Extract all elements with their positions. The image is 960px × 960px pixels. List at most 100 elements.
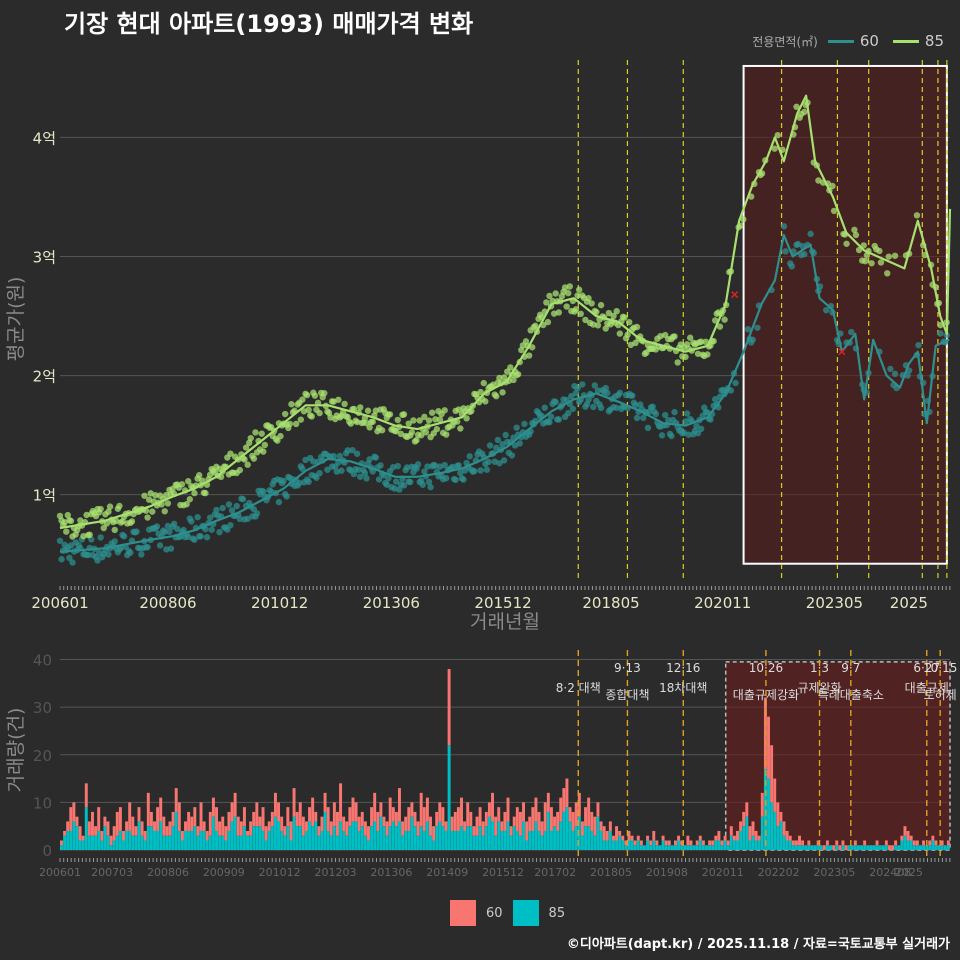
bar-60 [633, 840, 637, 846]
bar-85 [633, 845, 637, 850]
bar-85 [277, 821, 281, 850]
bar-60 [590, 811, 594, 831]
bar-85 [618, 835, 622, 850]
scatter-point-85 [433, 425, 441, 433]
bar-60 [252, 811, 256, 827]
scatter-point-85 [585, 295, 592, 302]
bar-85 [363, 835, 367, 850]
bar-60 [258, 816, 262, 827]
scatter-point-60 [350, 470, 358, 478]
bar-60 [782, 821, 786, 836]
scatter-point-60 [652, 410, 659, 418]
bar-85 [218, 835, 222, 850]
scatter-point-85 [195, 472, 203, 479]
bar-85 [931, 840, 935, 850]
bar-85 [320, 830, 324, 850]
scatter-point-60 [425, 478, 433, 486]
scatter-point-85 [241, 456, 248, 463]
bar-60 [531, 807, 535, 831]
bar-60 [453, 811, 457, 831]
bar-85 [314, 821, 318, 850]
scatter-point-85 [793, 103, 800, 110]
bar-85 [726, 845, 730, 850]
bar-60 [491, 792, 494, 822]
bar-85 [943, 845, 947, 850]
scatter-point-85 [281, 410, 289, 418]
scatter-point-85 [884, 270, 891, 277]
scatter-point-85 [366, 424, 373, 431]
bar-60 [128, 802, 132, 831]
bar-85 [655, 845, 659, 850]
bar-60 [367, 826, 370, 841]
scatter-point-60 [66, 554, 73, 562]
scatter-point-85 [597, 301, 605, 309]
bar-85 [81, 840, 85, 850]
scatter-point-60 [749, 336, 756, 343]
bar-85 [562, 811, 566, 850]
annotation-date: 6·27 [913, 661, 940, 675]
bar-85 [292, 816, 296, 850]
scatter-point-60 [208, 526, 215, 533]
bar-60 [404, 816, 408, 831]
bar-85 [912, 845, 916, 850]
bar-85 [401, 835, 405, 850]
bar-85 [813, 845, 817, 850]
scatter-point-85 [378, 427, 386, 434]
scatter-point-85 [529, 344, 536, 351]
bar-85 [332, 826, 336, 850]
bar-85 [481, 835, 485, 850]
bar-60 [587, 797, 591, 827]
bar-60 [193, 807, 197, 827]
scatter-point-85 [626, 318, 633, 326]
bar-85 [128, 830, 132, 850]
bar-60 [711, 840, 715, 846]
bar-85 [360, 826, 364, 850]
scatter-point-60 [191, 536, 198, 543]
annotation-label: 특례대출축소 [818, 688, 884, 702]
bar-60 [205, 830, 209, 841]
scatter-point-85 [702, 338, 710, 346]
bar-85 [537, 830, 541, 850]
scatter-point-60 [891, 370, 899, 378]
bar-85 [441, 826, 445, 850]
bar-85 [149, 826, 153, 850]
bar-60 [494, 816, 498, 836]
bar-85 [776, 826, 780, 850]
scatter-point-85 [252, 429, 259, 436]
scatter-point-85 [610, 312, 617, 320]
bar-x-tick-label: 202305 [813, 866, 855, 879]
scatter-point-85 [297, 416, 305, 423]
scatter-point-85 [405, 420, 412, 427]
bar-60 [615, 826, 619, 841]
scatter-point-85 [305, 406, 312, 414]
bar-60 [180, 830, 184, 841]
scatter-point-60 [604, 389, 611, 397]
bar-60 [624, 840, 628, 846]
bar-60 [739, 821, 743, 831]
bar-85 [475, 835, 479, 850]
bar-x-tick-label: 200703 [91, 866, 133, 879]
bar-85 [596, 816, 600, 850]
bar-60 [410, 802, 414, 817]
bar-60 [153, 821, 156, 831]
scatter-point-60 [363, 475, 370, 482]
bar-60 [329, 821, 333, 836]
bar-85 [711, 845, 715, 850]
bar-60 [900, 835, 904, 841]
scatter-point-85 [563, 303, 570, 310]
bar-60 [695, 840, 699, 846]
bar-85 [339, 821, 343, 850]
scatter-point-85 [443, 431, 450, 438]
bar-x-tick-label: 201512 [482, 866, 524, 879]
scatter-point-60 [202, 525, 209, 533]
bar-85 [143, 840, 147, 850]
scatter-point-85 [633, 323, 641, 331]
scatter-point-60 [471, 467, 478, 475]
bar-60 [314, 811, 318, 822]
bar-60 [239, 821, 243, 836]
bar-60 [664, 840, 668, 846]
bar-60 [875, 840, 879, 846]
bar-60 [562, 788, 566, 812]
scatter-point-85 [63, 528, 70, 535]
scatter-point-85 [369, 418, 376, 425]
